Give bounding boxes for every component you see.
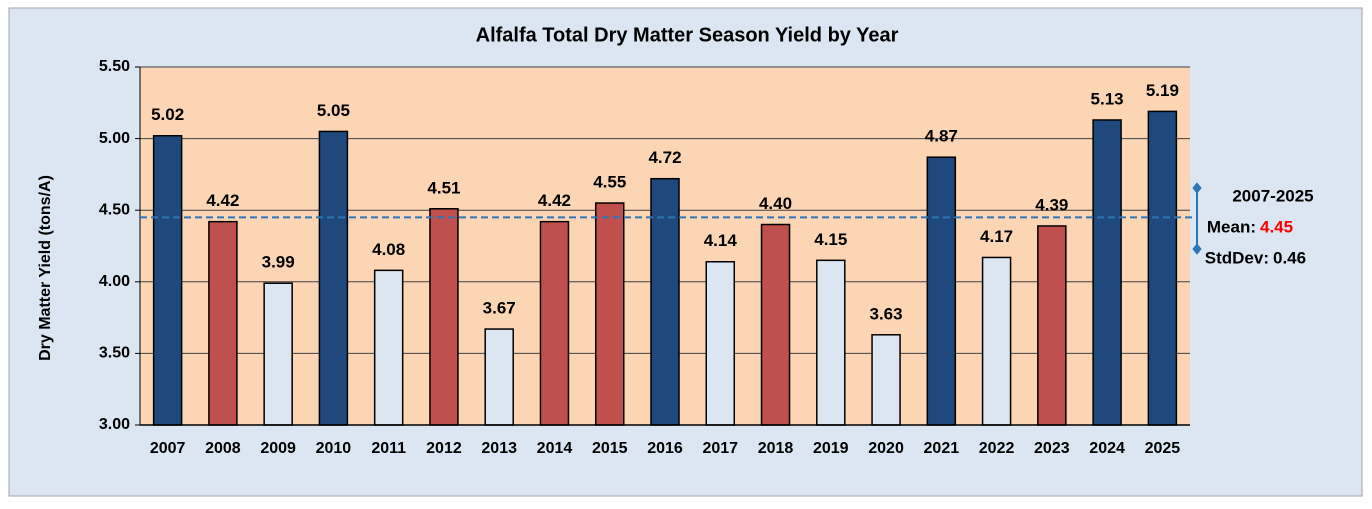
x-tick-label: 2016	[647, 440, 683, 457]
x-tick-label: 2017	[702, 440, 738, 457]
mean-period: 2007-2025	[1232, 186, 1313, 205]
bar	[1147, 110, 1178, 426]
y-axis-label: Dry Matter Yield (tons/A)	[37, 175, 54, 361]
bar	[208, 220, 238, 426]
x-tick-label: 2022	[979, 440, 1015, 457]
range-bracket	[1192, 182, 1202, 255]
std-label: StdDev:	[1205, 248, 1269, 267]
data-label: 4.08	[372, 240, 405, 259]
bar	[429, 208, 459, 426]
data-label: 4.15	[814, 230, 847, 249]
data-label: 4.42	[538, 191, 571, 210]
bar	[539, 220, 570, 426]
data-label: 4.51	[427, 178, 460, 197]
x-tick-label: 2020	[868, 440, 904, 457]
x-tick-label: 2013	[481, 440, 517, 457]
bar	[263, 282, 293, 426]
bar	[373, 269, 404, 426]
x-tick-label: 2021	[924, 440, 960, 457]
x-tick-label: 2007	[150, 440, 186, 457]
bar	[926, 156, 957, 426]
bar	[871, 334, 901, 426]
data-label: 5.13	[1091, 89, 1124, 108]
x-tick-label: 2015	[592, 440, 628, 457]
bar	[816, 259, 846, 426]
x-tick-label: 2024	[1089, 440, 1125, 457]
data-label: 4.42	[206, 191, 239, 210]
data-label: 3.67	[483, 299, 516, 318]
y-tick-label: 4.50	[99, 201, 130, 218]
data-label: 5.19	[1146, 81, 1179, 100]
data-label: 5.02	[151, 105, 184, 124]
x-tick-label: 2008	[205, 440, 241, 457]
std-value: 0.46	[1273, 248, 1306, 267]
data-label: 4.39	[1035, 195, 1068, 214]
x-tick-label: 2009	[260, 440, 296, 457]
data-label: 4.72	[648, 148, 681, 167]
bar	[318, 130, 349, 426]
mean-label: Mean:	[1207, 217, 1256, 236]
data-label: 3.63	[870, 304, 903, 323]
x-tick-label: 2010	[316, 440, 352, 457]
bar	[760, 223, 791, 426]
x-tick-label: 2014	[537, 440, 573, 457]
x-tick-label: 2011	[371, 440, 406, 457]
x-tick-label: 2023	[1034, 440, 1070, 457]
bar	[594, 202, 625, 426]
y-tick-label: 4.00	[99, 273, 130, 290]
y-tick-label: 5.00	[99, 130, 130, 147]
bar	[152, 134, 183, 426]
chart-title: Alfalfa Total Dry Matter Season Yield by…	[476, 24, 899, 46]
y-tick-label: 3.50	[99, 345, 130, 362]
bar	[1037, 225, 1067, 426]
data-label: 4.40	[759, 194, 792, 213]
bar	[484, 328, 514, 426]
x-tick-label: 2018	[758, 440, 794, 457]
x-tick-label: 2025	[1145, 440, 1181, 457]
x-tick-label: 2019	[813, 440, 849, 457]
data-label: 4.14	[704, 231, 738, 250]
data-label: 3.99	[262, 253, 295, 272]
mean-value: 4.45	[1260, 217, 1293, 236]
data-label: 5.05	[317, 101, 350, 120]
bar	[705, 261, 736, 426]
data-label: 4.55	[593, 173, 626, 192]
x-tick-label: 2012	[426, 440, 462, 457]
y-tick-label: 5.50	[99, 58, 130, 75]
bar	[981, 256, 1012, 426]
y-tick-label: 3.00	[99, 416, 130, 433]
data-label: 4.87	[925, 127, 958, 146]
bar	[650, 177, 680, 426]
data-label: 4.17	[980, 227, 1013, 246]
bar	[1092, 119, 1122, 426]
